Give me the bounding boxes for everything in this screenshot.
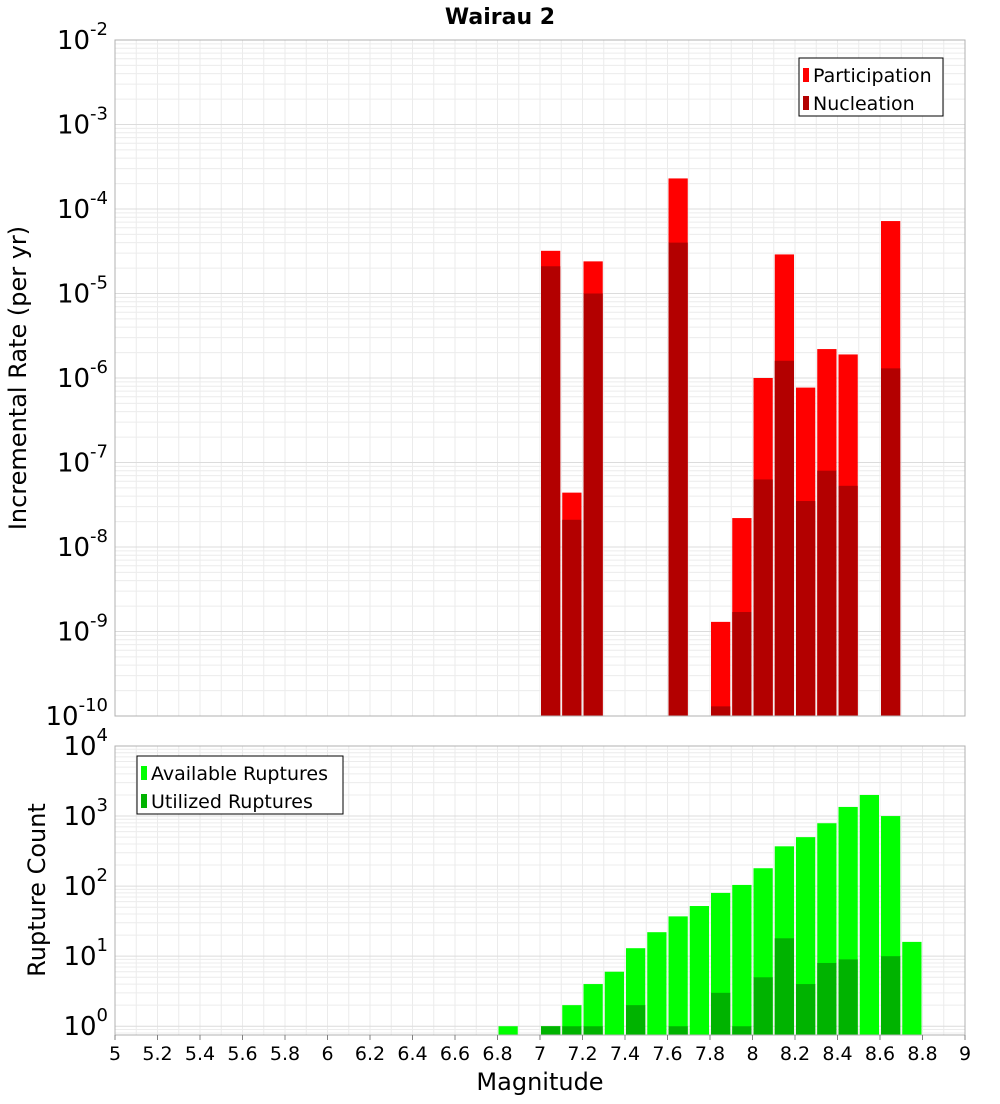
x-tick-label: 5.8 [270,1043,300,1065]
series-utilized-ruptures [541,938,901,1035]
bottom-y-ticks: 104 103 102 101 100 [63,725,108,1042]
bar-utilized-ruptures [838,959,858,1035]
bar-available-ruptures [583,984,603,1035]
bar-available-ruptures [668,916,688,1035]
bar-nucleation [541,266,561,716]
x-tick-label: 7 [534,1043,546,1065]
bar-available-ruptures [604,971,624,1035]
top-y-ticks: 10-2 10-3 10-4 10-5 10-6 10-7 10-8 10-9 10-10 [46,19,109,732]
x-axis-label: Magnitude [476,1068,603,1096]
x-tick-label: 5.2 [142,1043,172,1065]
bottom-y-axis-label: Rupture Count [23,803,51,977]
bar-available-ruptures [902,941,922,1035]
bar-utilized-ruptures [796,984,816,1035]
bar-available-ruptures [689,906,709,1035]
bar-available-ruptures [498,1026,518,1035]
bar-nucleation [881,368,901,716]
bar-utilized-ruptures [711,992,731,1035]
legend-swatch [141,794,147,808]
bar-nucleation [817,470,837,716]
bar-participation [711,621,731,716]
legend-label: Available Ruptures [151,763,328,785]
y-tick-label: 10-3 [57,104,108,141]
x-tick-label: 7.8 [695,1043,725,1065]
x-tick-label: 6.8 [482,1043,512,1065]
y-tick-label: 10-4 [57,188,108,225]
y-tick-label: 102 [63,865,108,902]
chart-title: Wairau 2 [445,5,555,30]
y-tick-label: 10-9 [57,611,108,648]
top-plot-frame [114,39,966,717]
legend-box [136,755,344,815]
x-tick-label: 6 [321,1043,333,1065]
top-plot: 10-2 10-3 10-4 10-5 10-6 10-7 10-8 10-9 10-10 Par… [46,19,966,732]
bar-available-ruptures [647,932,667,1035]
x-tick-label: 6.4 [397,1043,427,1065]
y-tick-label: 103 [63,795,108,832]
x-tick-label: 5 [109,1043,121,1065]
bar-nucleation [753,479,773,716]
x-tick-label: 8.2 [780,1043,810,1065]
bar-utilized-ruptures [562,1026,582,1035]
x-ticks: 5 5.2 5.4 5.6 5.8 6 6.2 6.4 6.6 6.8 7 7.2 7.4 7.6 7.8 8… [109,1035,971,1065]
top-y-axis-label: Incremental Rate (per yr) [4,226,32,530]
x-tick-label: 5.6 [227,1043,257,1065]
bar-nucleation [838,485,858,716]
bottom-plot: 104 103 102 101 100 Available Ruptures Utilize… [63,725,971,1065]
bar-utilized-ruptures [583,1026,603,1035]
x-tick-label: 8 [746,1043,758,1065]
x-tick-label: 9 [959,1043,971,1065]
x-tick-label: 7.6 [652,1043,682,1065]
y-tick-label: 101 [63,935,108,972]
legend-swatch [803,96,809,110]
x-tick-label: 8.8 [907,1043,937,1065]
bar-utilized-ruptures [774,938,794,1035]
bar-utilized-ruptures [753,977,773,1035]
y-tick-label: 104 [63,725,108,762]
legend-box [798,57,944,117]
x-tick-label: 6.2 [355,1043,385,1065]
y-tick-label: 10-8 [57,526,108,563]
top-grid [114,40,966,717]
top-bars [541,178,901,717]
legend-label: Utilized Ruptures [151,791,313,813]
legend-swatch [803,68,809,82]
bar-available-ruptures [732,884,752,1035]
legend-label: Participation [813,65,932,87]
bar-nucleation [796,501,816,716]
series-nucleation [541,242,901,717]
bar-utilized-ruptures [732,1026,752,1035]
bar-nucleation [732,612,752,716]
bottom-bars [498,794,922,1035]
bar-nucleation [583,293,603,716]
y-tick-label: 10-2 [57,19,108,56]
top-legend: Participation Nucleation [798,57,944,117]
y-tick-label: 10-5 [57,273,108,310]
bar-nucleation [562,519,582,716]
bar-nucleation [711,706,731,716]
x-tick-label: 8.6 [865,1043,895,1065]
y-tick-label: 10-7 [57,442,108,479]
bar-utilized-ruptures [626,1005,646,1035]
x-tick-label: 7.4 [610,1043,640,1065]
legend-label: Nucleation [813,93,915,115]
y-tick-label: 10-10 [46,695,109,732]
bottom-legend: Available Ruptures Utilized Ruptures [136,755,344,815]
bar-utilized-ruptures [881,956,901,1035]
x-tick-label: 8.4 [822,1043,852,1065]
y-tick-label: 10-6 [57,357,108,394]
y-tick-label: 100 [63,1005,108,1042]
bar-nucleation [668,242,688,717]
bar-nucleation [774,360,794,716]
x-tick-label: 6.6 [440,1043,470,1065]
bar-utilized-ruptures [817,962,837,1035]
x-tick-label: 5.4 [185,1043,215,1065]
bar-utilized-ruptures [541,1026,561,1035]
bar-available-ruptures [859,794,879,1035]
x-tick-label: 7.2 [567,1043,597,1065]
bar-utilized-ruptures [668,1026,688,1035]
legend-swatch [141,766,147,780]
